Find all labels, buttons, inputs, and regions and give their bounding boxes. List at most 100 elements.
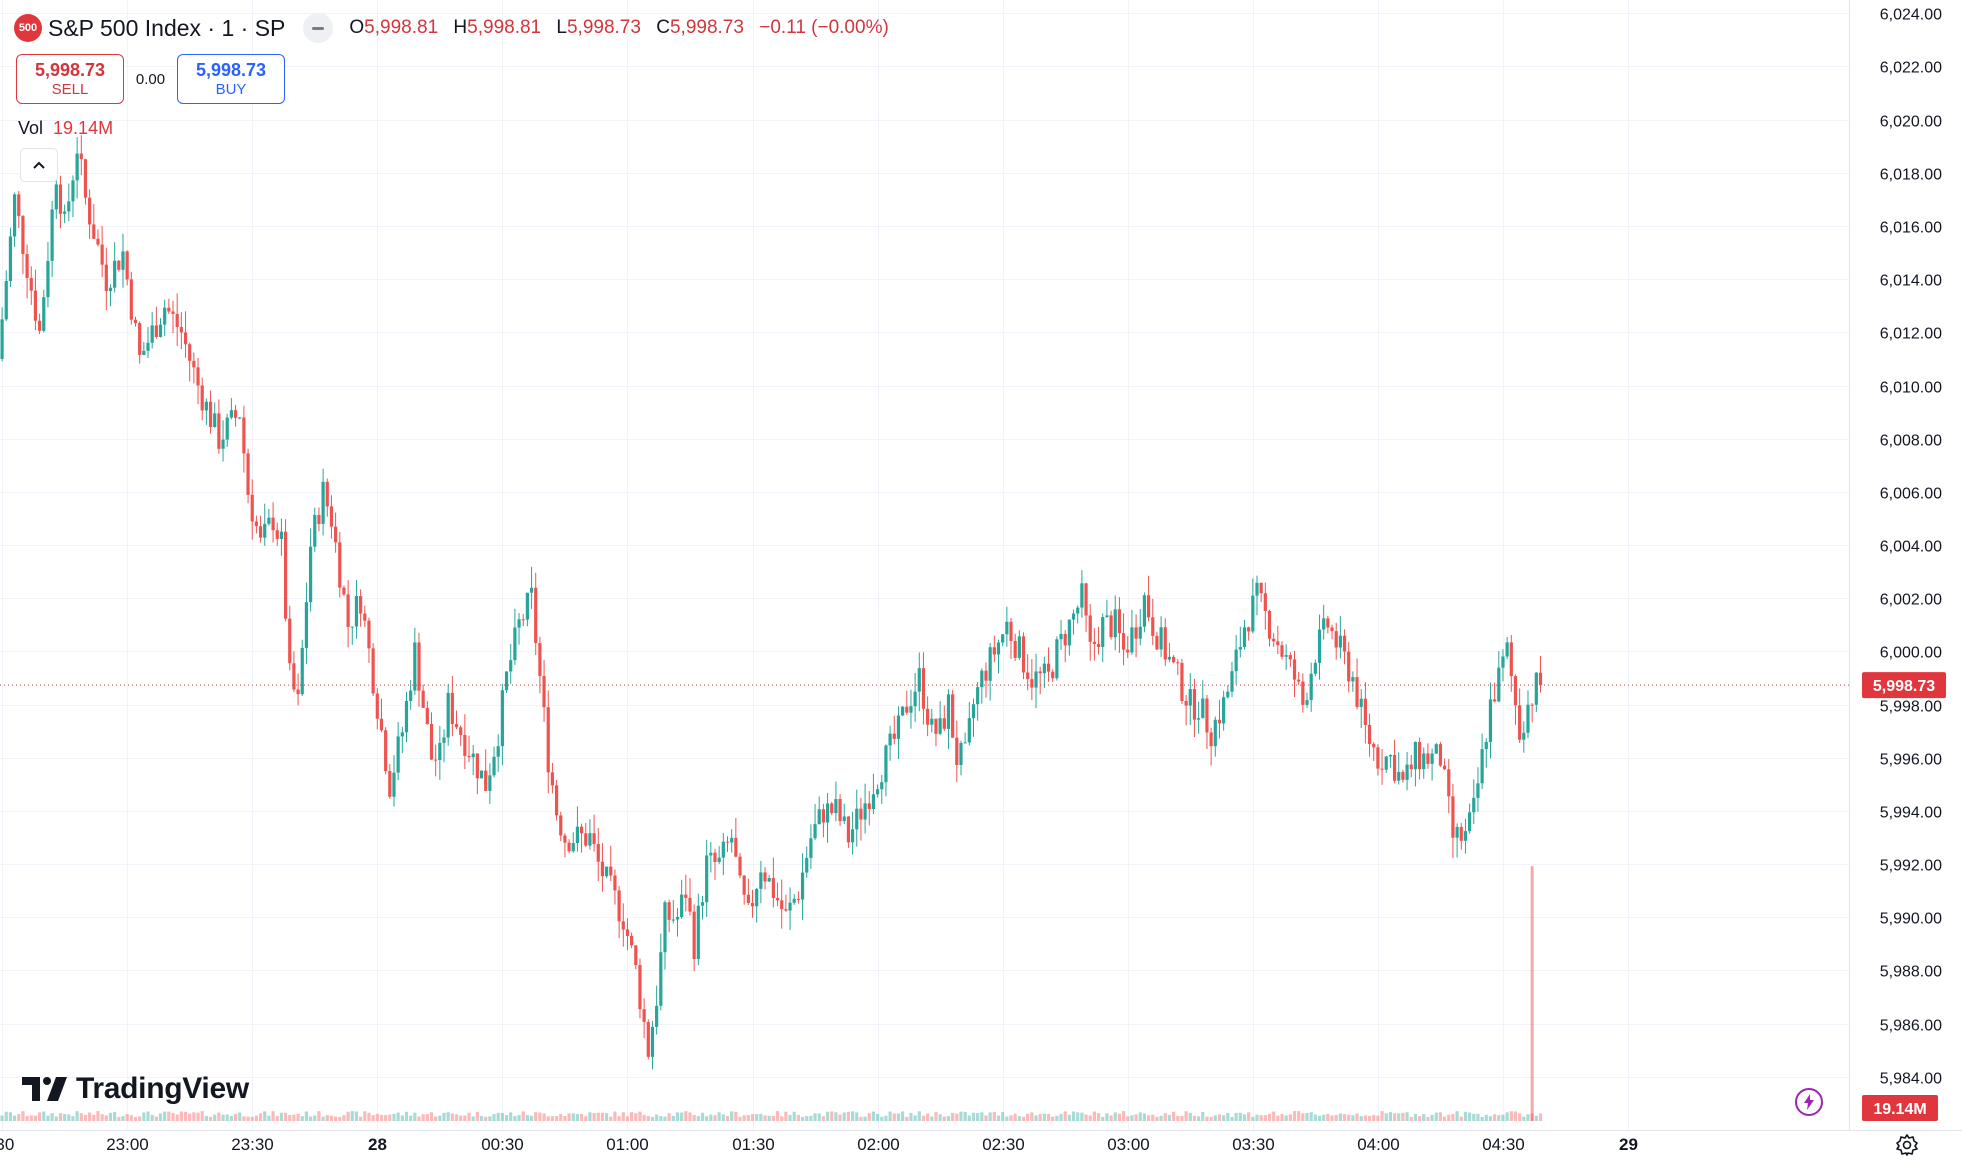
candle-body <box>1267 610 1272 639</box>
candle-body <box>163 307 167 325</box>
price-tick-label: 6,020.00 <box>1880 114 1942 131</box>
candle-body <box>955 737 959 766</box>
candle-body <box>79 153 83 160</box>
candle-body <box>12 194 17 237</box>
candle-body <box>705 855 709 903</box>
volume-bar <box>980 1112 984 1121</box>
time-tick-label: 02:00 <box>857 1135 900 1154</box>
candle-body <box>1055 639 1059 679</box>
volume-bar <box>1526 1114 1530 1121</box>
symbol-title[interactable]: S&P 500 Index · 1 · SP <box>48 14 286 41</box>
candle-body <box>308 546 313 603</box>
candle-body <box>1013 640 1017 658</box>
volume-bar <box>1180 1115 1184 1121</box>
collapse-legend-button[interactable] <box>303 13 334 43</box>
volume-bar <box>1501 1114 1505 1121</box>
volume-bar <box>567 1113 571 1121</box>
sell-button[interactable]: 5,998.73 SELL <box>16 54 124 104</box>
volume-bar <box>246 1116 250 1121</box>
volume-bar <box>1067 1114 1071 1121</box>
candle-body <box>996 642 1001 655</box>
candle-body <box>988 647 992 681</box>
volume-bar <box>1242 1114 1247 1121</box>
volume-bar <box>525 1115 529 1121</box>
candle-body <box>1476 783 1480 798</box>
volume-bar <box>1055 1115 1059 1121</box>
volume-bar <box>283 1112 288 1121</box>
candle-body <box>921 668 926 709</box>
collapse-panes-button[interactable] <box>20 148 58 182</box>
lightning-icon[interactable] <box>1795 1088 1823 1116</box>
candle-body <box>413 642 417 691</box>
candle-body <box>1051 671 1055 679</box>
volume-bar <box>1130 1115 1134 1121</box>
candle-body <box>617 890 621 922</box>
volume-bar <box>421 1114 425 1121</box>
candle-body <box>771 878 775 898</box>
volume-bar <box>492 1114 496 1121</box>
candle-body <box>434 759 438 761</box>
candle-body <box>717 857 721 862</box>
candle-body <box>780 900 784 910</box>
candle-body <box>384 730 388 772</box>
candle-body <box>971 704 976 719</box>
volume-bar <box>926 1113 930 1121</box>
candle-body <box>1505 642 1509 657</box>
volume-bar <box>1276 1115 1280 1121</box>
buy-button[interactable]: 5,998.73 BUY <box>177 54 285 104</box>
volume-bar <box>896 1113 901 1121</box>
candle-body <box>1238 647 1242 650</box>
candle-body <box>138 323 142 355</box>
volume-bar <box>142 1112 146 1121</box>
tradingview-brand[interactable]: TradingView <box>22 1072 249 1106</box>
volume-bar <box>1117 1113 1122 1121</box>
volume-bar <box>1088 1115 1092 1121</box>
candle-body <box>967 718 971 743</box>
candle-body <box>1401 771 1405 780</box>
low-label: L <box>556 17 567 38</box>
volume-bar <box>58 1113 63 1121</box>
volume-bar <box>167 1111 171 1121</box>
candle-body <box>1342 635 1347 652</box>
chart-settings-button[interactable] <box>1892 1130 1922 1160</box>
volume-bar <box>942 1116 946 1121</box>
candle-body <box>1176 662 1180 664</box>
candle-body <box>525 592 529 620</box>
candle-body <box>1096 643 1101 647</box>
time-tick-label: :30 <box>0 1135 14 1154</box>
candle-body <box>1367 724 1372 744</box>
candle-body <box>217 413 221 449</box>
volume-bar <box>1096 1113 1101 1121</box>
volume-bar <box>1288 1114 1292 1121</box>
volume-bar <box>1359 1116 1363 1121</box>
candle-body <box>1021 636 1026 673</box>
volume-bar <box>409 1115 413 1121</box>
candle-body <box>1297 679 1301 682</box>
volume-bar <box>463 1115 467 1121</box>
candle-body <box>1009 621 1013 641</box>
volume-bar <box>1451 1113 1455 1121</box>
candle-body <box>300 647 304 695</box>
candle-body <box>663 902 667 953</box>
tradingview-wordmark: TradingView <box>76 1072 249 1105</box>
volume-bar <box>92 1114 96 1121</box>
volume-bar <box>1397 1113 1401 1121</box>
candle-body <box>976 687 980 705</box>
volume-bar <box>659 1116 663 1121</box>
volume-bar <box>609 1116 613 1121</box>
volume-bar <box>334 1116 338 1121</box>
candle-body <box>538 643 542 677</box>
candle-body <box>92 224 96 239</box>
volume-bar <box>1334 1115 1338 1121</box>
candle-body <box>546 707 550 773</box>
candle-body <box>692 911 696 960</box>
candle-body <box>951 694 955 738</box>
candle-body <box>1130 627 1134 653</box>
candle-body <box>571 843 575 852</box>
volume-bar <box>630 1112 634 1121</box>
candle-body <box>880 782 884 790</box>
volume-bar <box>655 1114 659 1121</box>
candle-body <box>67 201 71 212</box>
candle-body <box>1484 741 1488 750</box>
